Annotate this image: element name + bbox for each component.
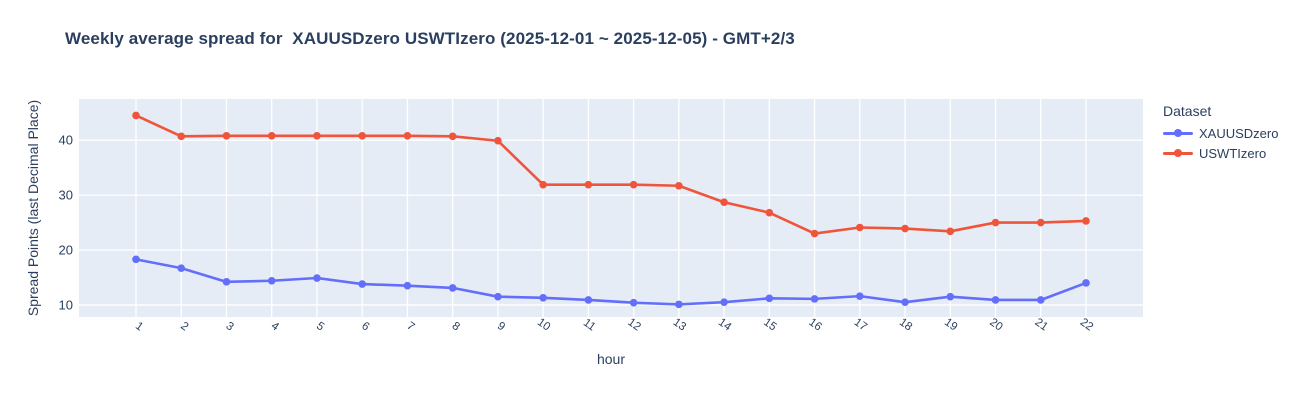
chart-title: Weekly average spread for XAUUSDzero USW… xyxy=(65,29,795,48)
data-point[interactable] xyxy=(765,208,774,217)
data-point[interactable] xyxy=(358,131,366,140)
data-point[interactable] xyxy=(584,180,593,189)
x-axis-title: hour xyxy=(597,351,625,367)
data-point[interactable] xyxy=(539,293,547,302)
data-point[interactable] xyxy=(222,278,231,286)
y-tick-label: 20 xyxy=(59,243,73,258)
y-tick-label: 10 xyxy=(59,297,73,312)
legend: Dataset XAUUSDzero USWTIzero xyxy=(1163,103,1278,166)
data-point[interactable] xyxy=(267,131,276,140)
x-tick-label: 5 xyxy=(314,320,326,334)
x-tick-label: 3 xyxy=(224,320,236,334)
data-point[interactable] xyxy=(267,276,276,285)
data-point[interactable] xyxy=(494,292,502,301)
data-point[interactable] xyxy=(1036,218,1045,227)
data-point[interactable] xyxy=(901,224,909,233)
legend-line-marker-icon xyxy=(1163,126,1193,140)
data-point[interactable] xyxy=(494,136,502,145)
data-point[interactable] xyxy=(313,274,321,282)
data-point[interactable] xyxy=(177,264,186,272)
data-point[interactable] xyxy=(675,300,683,309)
data-point[interactable] xyxy=(1082,279,1090,287)
data-point[interactable] xyxy=(629,180,638,189)
data-point[interactable] xyxy=(720,298,728,306)
y-tick-label: 30 xyxy=(59,188,73,203)
data-point[interactable] xyxy=(901,298,909,306)
x-tick-label: 11 xyxy=(581,317,598,334)
data-point[interactable] xyxy=(675,181,683,190)
data-point[interactable] xyxy=(132,111,140,120)
data-point[interactable] xyxy=(403,281,412,290)
data-point[interactable] xyxy=(810,229,819,238)
data-point[interactable] xyxy=(856,223,864,232)
x-tick-label: 21 xyxy=(1033,316,1050,333)
x-tick-label: 10 xyxy=(535,316,552,333)
x-tick-label: 2 xyxy=(178,320,190,334)
y-tick-label: 40 xyxy=(59,133,73,148)
x-tick-label: 15 xyxy=(761,316,778,333)
data-point[interactable] xyxy=(177,132,186,141)
x-tick-label: 12 xyxy=(625,316,642,333)
legend-title: Dataset xyxy=(1163,103,1212,119)
legend-item-label: XAUUSDzero xyxy=(1199,125,1279,141)
legend-item-xauusdzero[interactable]: XAUUSDzero xyxy=(1163,125,1279,141)
legend-item-label: USWTIzero xyxy=(1199,145,1267,161)
data-point[interactable] xyxy=(448,132,457,141)
data-point[interactable] xyxy=(720,198,728,207)
data-point[interactable] xyxy=(132,255,140,264)
series-uswtizero xyxy=(132,111,1090,238)
x-tick-label: 19 xyxy=(942,316,959,333)
x-tick-label: 16 xyxy=(806,316,823,333)
data-point[interactable] xyxy=(629,298,638,307)
series-line xyxy=(134,258,1088,306)
data-point[interactable] xyxy=(1036,296,1045,304)
x-tick-label: 20 xyxy=(987,316,1004,333)
data-point[interactable] xyxy=(946,227,955,236)
x-tick-label: 14 xyxy=(716,316,734,334)
data-point[interactable] xyxy=(403,131,412,140)
x-tick-label: 4 xyxy=(269,320,282,334)
x-tick-label: 18 xyxy=(897,316,914,333)
data-point[interactable] xyxy=(991,218,1000,227)
x-tick-label: 6 xyxy=(359,320,371,334)
series-line xyxy=(134,114,1088,235)
x-tick-label: 17 xyxy=(852,316,869,333)
legend-items: XAUUSDzero USWTIzero xyxy=(1163,125,1279,161)
legend-item-uswtizero[interactable]: USWTIzero xyxy=(1163,145,1278,161)
legend-line-marker-icon xyxy=(1163,146,1193,160)
data-point[interactable] xyxy=(991,296,1000,304)
data-point[interactable] xyxy=(765,294,774,303)
data-point[interactable] xyxy=(810,295,819,303)
data-point[interactable] xyxy=(856,292,864,300)
series-xauusdzero xyxy=(132,255,1090,309)
y-axis-title: Spread Points (last Decimal Place) xyxy=(25,100,41,316)
data-point[interactable] xyxy=(222,131,231,140)
data-point[interactable] xyxy=(1082,217,1090,225)
x-tick-label: 22 xyxy=(1078,316,1095,333)
x-tick-label: 1 xyxy=(133,320,145,334)
x-tick-label: 7 xyxy=(404,320,416,334)
data-point[interactable] xyxy=(448,284,457,292)
data-point[interactable] xyxy=(358,280,366,288)
data-point[interactable] xyxy=(539,180,547,189)
data-point[interactable] xyxy=(946,292,955,301)
data-point[interactable] xyxy=(584,296,593,304)
data-point[interactable] xyxy=(313,131,321,140)
x-tick-label: 13 xyxy=(671,316,688,333)
x-tick-label: 9 xyxy=(495,320,507,334)
plot-area[interactable] xyxy=(79,99,1143,317)
x-tick-label: 8 xyxy=(450,320,462,334)
